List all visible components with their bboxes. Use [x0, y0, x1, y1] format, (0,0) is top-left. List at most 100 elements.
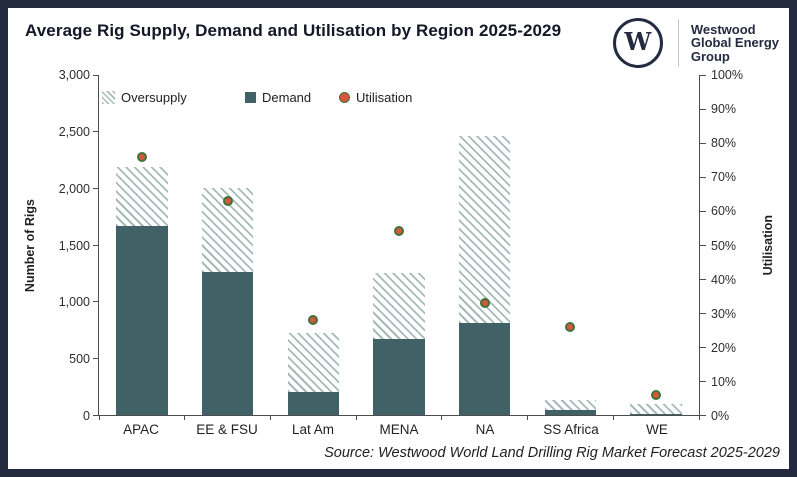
left-tick-mark — [93, 187, 99, 189]
x-tick-mark — [698, 415, 700, 420]
x-tick-mark — [269, 415, 271, 420]
category-slot-apac — [99, 75, 185, 415]
x-tick-mark — [98, 415, 100, 420]
demand-bar — [544, 410, 597, 415]
right-tick-mark — [700, 74, 706, 76]
utilisation-dot — [222, 195, 233, 206]
logo-name: Westwood Global Energy Group — [690, 21, 779, 64]
category-slot-ee-fsu — [185, 75, 271, 415]
westwood-logo: W Westwood Global Energy Group — [612, 18, 779, 68]
legend-swatch-hatch-icon — [102, 91, 115, 104]
oversupply-bar — [630, 403, 682, 414]
right-tick-label: 90% — [711, 102, 737, 117]
right-tick-mark — [700, 312, 706, 314]
right-tick-mark — [700, 278, 706, 280]
legend-label: Oversupply — [121, 90, 187, 105]
left-tick-mark — [93, 74, 99, 76]
left-tick-label: 1,500 — [58, 238, 90, 253]
westwood-logo-icon: W — [612, 18, 663, 68]
logo-name-line2: Global Energy — [690, 35, 779, 51]
left-tick-mark — [93, 357, 99, 359]
legend-item-utilisation: Utilisation — [339, 90, 412, 105]
category-slot-mena — [356, 75, 442, 415]
right-tick-mark — [700, 210, 706, 212]
right-tick-label: 70% — [711, 170, 737, 185]
utilisation-dot — [565, 321, 576, 332]
right-tick-mark — [700, 414, 706, 416]
right-tick-mark — [700, 346, 706, 348]
x-tick-mark — [184, 415, 186, 420]
right-tick-label: 30% — [711, 306, 737, 321]
category-label: EE & FSU — [196, 422, 258, 437]
right-tick-label: 20% — [711, 340, 737, 355]
legend-label: Demand — [262, 90, 312, 105]
x-tick-mark — [527, 415, 529, 420]
westwood-monogram: W — [624, 27, 652, 56]
right-tick-label: 80% — [711, 136, 737, 151]
legend-swatch-dot-icon — [339, 92, 350, 103]
right-tick-mark — [700, 244, 706, 246]
x-tick-mark — [612, 415, 614, 420]
right-tick-label: 0% — [711, 409, 730, 423]
left-tick-label: 3,000 — [58, 68, 90, 82]
utilisation-dot — [394, 226, 405, 237]
left-tick-label: 0 — [83, 409, 90, 423]
category-slot-ss-africa — [528, 75, 614, 415]
page-title: Average Rig Supply, Demand and Utilisati… — [25, 21, 562, 40]
plot-area: Oversupply Demand Utilisation — [93, 74, 706, 420]
utilisation-dot — [136, 151, 147, 162]
right-tick-mark — [700, 176, 706, 178]
oversupply-bar — [373, 273, 425, 340]
demand-bar — [201, 271, 254, 415]
right-tick-mark — [700, 108, 706, 110]
right-tick-label: 40% — [711, 272, 737, 287]
demand-bar — [287, 392, 339, 415]
left-tick-label: 500 — [69, 352, 90, 367]
oversupply-bar — [459, 135, 511, 324]
left-tick-mark — [93, 414, 99, 416]
demand-bar — [373, 339, 425, 415]
right-tick-label: 50% — [711, 238, 737, 253]
oversupply-bar — [544, 399, 597, 411]
left-axis-tick-labels: 0 500 1,000 1,500 2,000 2,500 3,000 — [8, 68, 90, 423]
logo-divider — [677, 19, 679, 67]
legend-item-demand: Demand — [245, 90, 311, 105]
left-tick-mark — [93, 301, 99, 303]
bars-row — [99, 75, 699, 415]
utilisation-dot — [651, 389, 662, 400]
oversupply-bar — [287, 333, 339, 393]
x-tick-mark — [441, 415, 443, 420]
category-slot-we — [613, 75, 699, 415]
legend-label: Utilisation — [356, 90, 413, 105]
left-tick-mark — [93, 244, 99, 246]
right-tick-mark — [700, 380, 706, 382]
category-label: WE — [646, 422, 668, 437]
left-tick-label: 1,000 — [58, 295, 90, 310]
oversupply-bar — [116, 167, 168, 226]
source-caption: Source: Westwood World Land Drilling Rig… — [324, 445, 780, 461]
x-tick-mark — [355, 415, 357, 420]
right-axis-tick-labels: 0% 10% 20% 30% 40% 50% 60% 70% 80% 90% 100% — [711, 68, 771, 423]
category-slot-na — [442, 75, 528, 415]
logo-name-line3: Group — [690, 48, 730, 64]
category-label: NA — [475, 422, 495, 437]
left-tick-label: 2,000 — [58, 181, 90, 196]
left-tick-label: 2,500 — [58, 124, 90, 139]
demand-bar — [630, 413, 682, 415]
category-label: MENA — [379, 422, 419, 437]
category-slot-lat-am — [270, 75, 356, 415]
legend-item-oversupply: Oversupply — [102, 90, 187, 105]
demand-bar — [459, 323, 511, 415]
right-tick-mark — [700, 142, 706, 144]
right-tick-label: 10% — [711, 374, 737, 389]
utilisation-dot — [308, 314, 319, 325]
utilisation-dot — [479, 297, 490, 308]
right-tick-label: 60% — [711, 204, 737, 219]
logo-name-line1: Westwood — [690, 21, 756, 37]
category-label: Lat Am — [291, 422, 335, 437]
category-label: APAC — [123, 422, 159, 437]
category-axis-labels: APAC EE & FSU Lat Am MENA NA SS Africa WE — [98, 422, 700, 437]
category-label: SS Africa — [543, 422, 599, 437]
demand-bar — [116, 225, 168, 415]
